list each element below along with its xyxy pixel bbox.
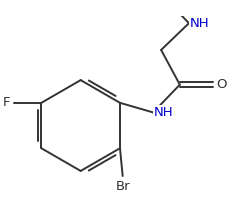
Text: F: F	[2, 96, 10, 109]
Text: NH: NH	[190, 17, 210, 30]
Text: O: O	[217, 78, 227, 91]
Text: NH: NH	[154, 106, 174, 119]
Text: Br: Br	[115, 180, 130, 193]
